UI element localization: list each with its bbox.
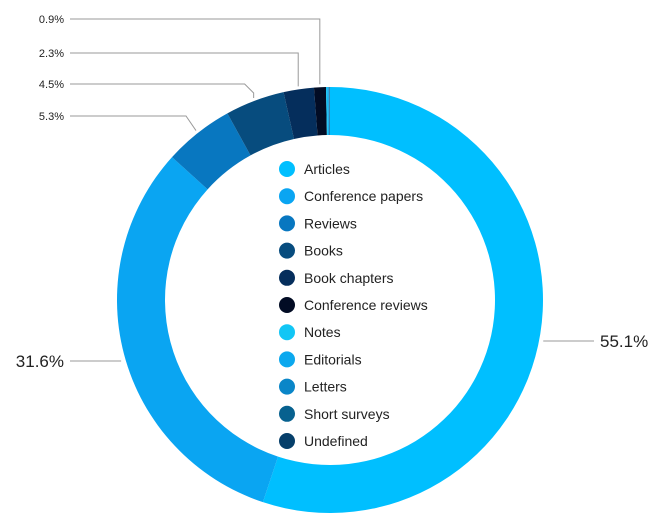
legend-label-articles: Articles <box>304 161 350 177</box>
legend-marker-books <box>279 242 295 259</box>
value-label-books: 4.5% <box>39 79 64 91</box>
legend-marker-reviews <box>279 215 295 232</box>
legend-label-book-chapters: Book chapters <box>304 270 394 286</box>
legend-label-letters: Letters <box>304 379 347 395</box>
slice-editorials <box>327 87 329 136</box>
slice-conference-papers <box>117 157 279 503</box>
leader-line-book-chapters <box>70 52 299 87</box>
legend-marker-conference-reviews <box>279 297 295 313</box>
value-label-articles: 55.1% <box>600 332 648 351</box>
value-label-book-chapters: 2.3% <box>39 48 64 60</box>
legend-marker-notes <box>279 324 295 341</box>
legend-label-notes: Notes <box>304 324 341 340</box>
legend-marker-undefined <box>279 433 295 449</box>
legend-label-undefined: Undefined <box>304 433 368 449</box>
leader-line-reviews <box>70 115 197 131</box>
legend-marker-short-surveys <box>279 405 295 422</box>
slice-books <box>227 92 295 156</box>
legend-label-conference-papers: Conference papers <box>304 188 423 204</box>
slice-letters <box>328 87 330 136</box>
legend: Articles Conference papers Reviews Books Boo… <box>279 161 428 449</box>
value-label-conference-papers: 31.6% <box>16 352 64 371</box>
legend-marker-editorials <box>279 351 295 368</box>
value-label-reviews: 5.3% <box>39 111 64 123</box>
leader-line-conference-reviews <box>70 18 321 85</box>
legend-label-reviews: Reviews <box>304 215 357 231</box>
slices-layer <box>117 87 544 513</box>
leader-line-books <box>70 83 255 98</box>
legend-marker-book-chapters <box>279 269 295 286</box>
value-label-conference-reviews: 0.9% <box>39 14 64 26</box>
legend-label-short-surveys: Short surveys <box>304 406 390 422</box>
legend-marker-articles <box>279 161 295 177</box>
slice-conference-reviews <box>313 87 327 136</box>
slice-book-chapters <box>283 87 318 139</box>
leader-lines-layer <box>70 18 594 362</box>
legend-label-editorials: Editorials <box>304 351 362 367</box>
slice-reviews <box>172 113 251 190</box>
legend-marker-letters <box>279 378 295 395</box>
legend-label-books: Books <box>304 243 343 259</box>
slice-articles <box>262 87 544 513</box>
legend-marker-conference-papers <box>279 188 295 205</box>
legend-label-conference-reviews: Conference reviews <box>304 297 428 313</box>
value-labels-layer: 55.1% 31.6% 5.3% 4.5% 2.3% 0.9% <box>16 14 648 371</box>
slice-notes <box>325 87 328 136</box>
